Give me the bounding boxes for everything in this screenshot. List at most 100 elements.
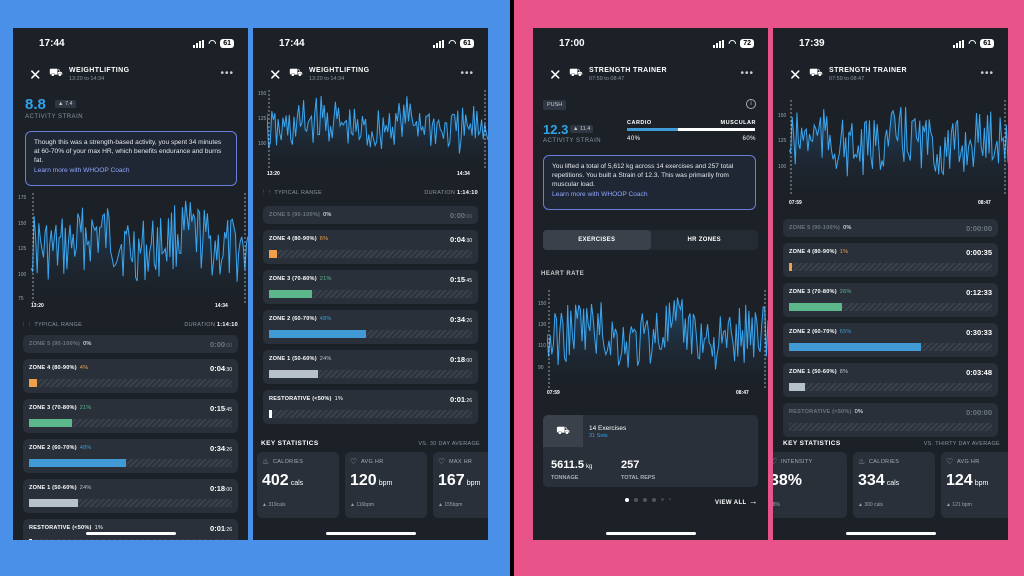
page-dot-active[interactable] [625, 498, 629, 502]
exercises-summary-card[interactable]: ⛟ 14 Exercises 31 Sets 5611.5 kg TONNAGE … [543, 415, 758, 487]
zone-bar-track [29, 419, 232, 427]
status-time: 17:44 [279, 38, 305, 49]
tab-hr-zones[interactable]: HR ZONES [687, 237, 721, 243]
activity-time-range: 07:59 to 08:47 [589, 76, 625, 82]
muscular-percent: 60% [742, 136, 756, 142]
activity-time-range: 13:20 to 14:34 [309, 76, 345, 82]
range-icon: ⋮⋮ [261, 190, 275, 196]
heart-icon: ♡ [773, 457, 778, 466]
flame-icon: ♨ [262, 457, 270, 466]
info-icon[interactable]: i [746, 99, 756, 109]
zone-percent: 24% [79, 485, 92, 491]
zone-bar-track [269, 370, 472, 378]
strength-trainer-icon: ⛟ [569, 67, 583, 79]
view-all-link[interactable]: VIEW ALL → [715, 496, 758, 506]
phone-weightlifting-summary: 17:44 ◠ 61 ✕ ⛟ WEIGHTLIFTING 13:20 to 14:… [13, 28, 248, 540]
heart-rate-area [31, 200, 248, 303]
zone-seconds: :45 [465, 278, 472, 284]
heart-rate-line [31, 200, 248, 282]
typical-range-label: TYPICAL RANGE [34, 322, 83, 328]
activity-time-range: 07:59 to 08:47 [829, 76, 865, 82]
hr-zone-card: ZONE 1 (50-60%) 8% 0:03:48 [783, 363, 998, 397]
close-icon[interactable]: ✕ [789, 67, 802, 84]
zone-percent: 1% [334, 396, 344, 402]
zone-bar-track [789, 263, 992, 271]
zone-seconds: :26 [465, 318, 472, 324]
stat-card[interactable]: ♡ AVG HR 124 bpm ▲ 121 bpm [941, 452, 1008, 518]
hr-zone-card: ZONE 1 (50-60%) 24% 0:18:00 [23, 479, 238, 513]
coach-insight-card: You lifted a total of 5,612 kg across 14… [543, 155, 756, 210]
zone-bar-track [269, 410, 472, 418]
hr-zone-card: ZONE 1 (50-60%) 24% 0:18:00 [263, 350, 478, 384]
page-dot[interactable] [643, 498, 647, 502]
zone-percent: 26% [839, 289, 852, 295]
page-dot[interactable] [669, 498, 671, 500]
close-icon[interactable]: ✕ [269, 67, 282, 84]
strain-average-badge: ▲ 7.4 [55, 100, 76, 108]
exercise-icon: ⛟ [543, 415, 583, 447]
zone-name: ZONE 1 (50-60%) 24% [29, 485, 92, 491]
cardio-label: CARDIO [627, 120, 652, 126]
wifi-icon: ◠ [968, 38, 977, 48]
heart-rate-area [789, 106, 1008, 196]
status-bar: 17:44 ◠ 61 [253, 38, 488, 52]
heart-icon: ♡ [438, 457, 446, 466]
status-bar: 17:44 ◠ 61 [13, 38, 248, 52]
page-dot[interactable] [634, 498, 638, 502]
zone-bar-track [29, 459, 232, 467]
zone-duration: 0:00:00 [966, 224, 992, 233]
whoop-coach-link[interactable]: Learn more with WHOOP Coach [34, 167, 130, 174]
zone-bar-fill [789, 263, 793, 271]
stat-card[interactable]: ♨ CALORIES 334 cals ▲ 300 cals [853, 452, 935, 518]
close-icon[interactable]: ✕ [29, 67, 42, 84]
hr-zone-card: ZONE 4 (80-90%) 6% 0:04:30 [263, 230, 478, 264]
page-dot[interactable] [661, 498, 664, 501]
stat-card[interactable]: ♨ CALORIES 402 cals ▲ 319cals [257, 452, 339, 518]
y-tick: 175 [18, 195, 27, 201]
hr-zone-card: RESTORATIVE (<50%) 1% 0:01:26 [263, 390, 478, 424]
tonnage-label: TONNAGE [551, 475, 579, 481]
zone-duration: 0:18:00 [210, 484, 232, 493]
battery-icon: 61 [220, 39, 234, 48]
more-options-icon[interactable]: ••• [220, 68, 234, 79]
zone-percent: 0% [854, 409, 864, 415]
activity-header: ✕ ⛟ WEIGHTLIFTING 13:20 to 14:34 ••• [253, 66, 488, 88]
close-icon[interactable]: ✕ [549, 67, 562, 84]
activity-header: ✕ ⛟ STRENGTH TRAINER 07:59 to 08:47 ••• [533, 66, 768, 88]
key-statistics-heading: KEY STATISTICS [783, 440, 841, 447]
more-options-icon[interactable]: ••• [740, 68, 754, 79]
zone-seconds: :26 [225, 447, 232, 453]
page-indicator [625, 498, 671, 502]
phone-strength-trainer-summary: 17:00 ◠ 72 ✕ ⛟ STRENGTH TRAINER 07:59 to … [533, 28, 768, 540]
zone-duration: 0:04:30 [210, 364, 232, 373]
zone-percent: 0% [323, 212, 332, 218]
zone-duration: 0:34:26 [450, 315, 472, 324]
heart-rate-line [547, 297, 768, 370]
zone-percent: 6% [319, 236, 329, 242]
stat-card[interactable]: ♡ AVG HR 120 bpm ▲ 116bpm [345, 452, 427, 518]
stat-card[interactable]: ♡INTENSITY 38% 38% [773, 452, 847, 518]
more-options-icon[interactable]: ••• [980, 68, 994, 79]
zone-bar-fill [789, 383, 806, 391]
y-tick: 150 [538, 301, 547, 307]
zone-duration: 0:00:35 [966, 248, 992, 257]
duration-row: DURATION 1:14:10 [184, 322, 238, 328]
more-options-icon[interactable]: ••• [460, 68, 474, 79]
stat-card[interactable]: ♡ MAX HR 167 bpm ▲ 155bpm [433, 452, 488, 518]
x-start-label: 07:59 [789, 200, 802, 206]
duration-row: DURATION 1:14:10 [424, 190, 478, 196]
stat-average: ▲ 319cals [262, 502, 286, 508]
zone-bar-fill [269, 330, 367, 338]
zone-bar-fill [269, 410, 273, 418]
stat-average: 38% [773, 502, 781, 508]
stat-label: AVG HR [361, 459, 384, 465]
zone-bar-track [269, 250, 472, 258]
heart-icon: ♡ [350, 457, 358, 466]
zone-percent: 0% [83, 341, 92, 347]
page-dot[interactable] [652, 498, 656, 502]
tab-exercises[interactable]: EXERCISES [543, 230, 651, 250]
whoop-coach-link[interactable]: Learn more with WHOOP Coach [552, 191, 648, 198]
zone-bar-fill [269, 370, 318, 378]
zone-name: ZONE 3 (70-80%) 21% [29, 405, 92, 411]
stat-label: AVG HR [957, 459, 980, 465]
